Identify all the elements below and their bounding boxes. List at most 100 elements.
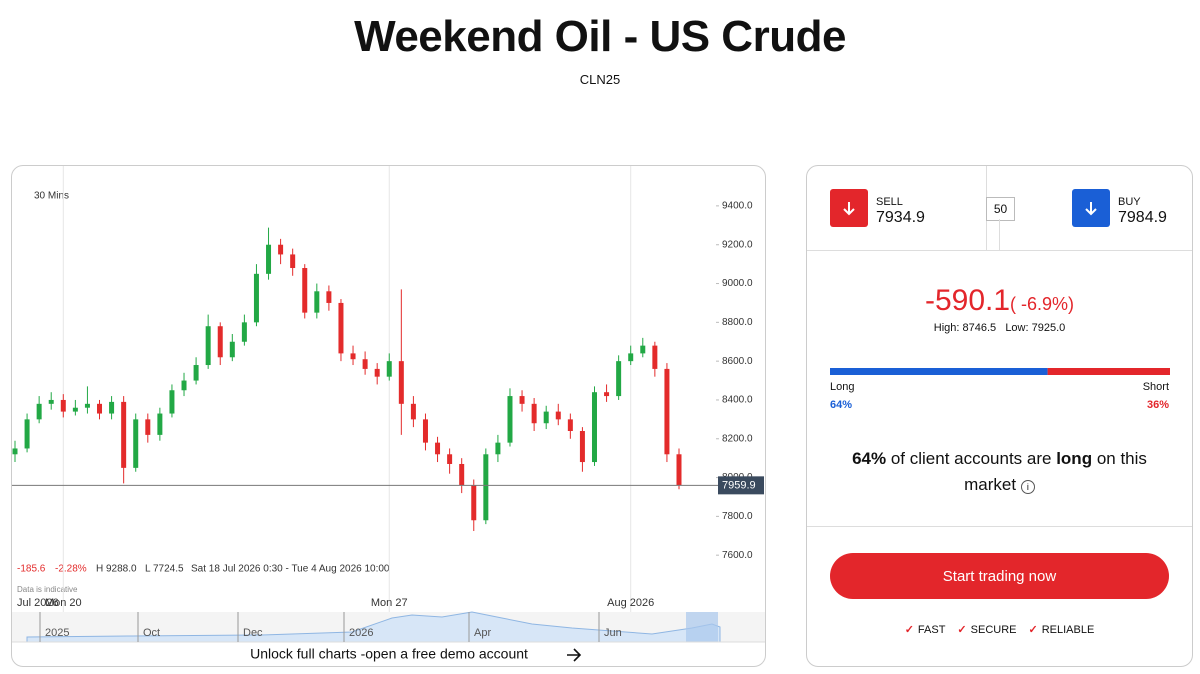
candle-body <box>652 345 658 369</box>
navigator-label: Dec <box>243 627 263 639</box>
candle-body <box>338 302 344 354</box>
candle-body <box>628 353 634 362</box>
candle-body <box>314 291 320 313</box>
cta-button[interactable]: Start trading now <box>830 553 1169 599</box>
candle-body <box>266 244 272 274</box>
buy-price: 7984.9 <box>1118 209 1167 226</box>
candle-body <box>471 485 477 521</box>
change-value: -590.1 <box>924 284 1011 317</box>
statement-bold: long <box>1056 449 1093 468</box>
data-note: Data is indicative <box>17 585 78 594</box>
short-value: 36% <box>1146 399 1169 411</box>
down-arrow <box>843 202 855 216</box>
chart: 30 Mins -185.6 -2.28% H 9288.0 L 7724.5 Sat … <box>12 166 765 662</box>
x-tick-label: Mon 27 <box>371 597 408 609</box>
features: ✓ FAST ✓ SECURE ✓ RELIABLE <box>807 623 1192 636</box>
short-label: Short <box>1142 381 1169 393</box>
y-tick-label: 8600.0 <box>722 356 753 367</box>
interval-label: 30 Mins <box>34 191 69 202</box>
candle-body <box>193 365 199 381</box>
long-value: 64% <box>830 399 853 411</box>
info-icon[interactable]: i <box>1020 480 1035 494</box>
navigator-label: Apr <box>474 627 491 639</box>
statement-pct: 64% <box>852 449 887 468</box>
y-tick-label: 7600.0 <box>722 550 753 561</box>
candle-body <box>422 419 428 443</box>
page-subtitle: CLN25 <box>579 72 621 87</box>
footer-link[interactable]: Unlock full charts -open a free demo acc… <box>250 646 528 662</box>
candle-body <box>109 401 115 414</box>
candle-body <box>555 411 561 420</box>
y-tick-label: 9000.0 <box>722 278 753 289</box>
check-icon: ✓ <box>904 624 914 636</box>
last-price-label: 7959.9 <box>722 479 756 491</box>
navigator-window[interactable] <box>686 612 718 642</box>
navigator-label: Oct <box>143 627 160 639</box>
x-tick-label: Aug 2026 <box>607 597 654 609</box>
navigator-label: 2026 <box>349 627 373 639</box>
candle-body <box>157 413 163 435</box>
candle-body <box>121 401 127 468</box>
high: High: 8746.5 <box>933 322 997 334</box>
candle-body <box>362 359 368 369</box>
y-tick-label: 9400.0 <box>722 201 753 212</box>
candle-body <box>435 442 441 455</box>
feature-label: RELIABLE <box>1041 624 1095 636</box>
candle-body <box>567 419 573 431</box>
range: High: 8746.5 Low: 7925.0 <box>807 322 1192 334</box>
candle-body <box>507 396 513 443</box>
feature-label: SECURE <box>970 624 1017 636</box>
candle-body <box>616 361 622 397</box>
stat: -2.28% <box>55 564 87 575</box>
feature: ✓ SECURE <box>957 624 1016 636</box>
statement: 64% of client accounts are long on this … <box>837 446 1162 498</box>
stat: -185.6 <box>17 564 46 575</box>
down-arrow <box>1085 202 1097 216</box>
candle-body <box>374 368 380 377</box>
buy-button[interactable] <box>1072 189 1110 227</box>
candle-body <box>410 403 416 420</box>
stat: H 9288.0 <box>96 564 137 575</box>
y-tick-label: 8400.0 <box>722 395 753 406</box>
candle-body <box>543 411 549 424</box>
candle-body <box>326 291 332 303</box>
navigator-area <box>26 611 721 643</box>
candle-body <box>241 322 247 342</box>
stats: -185.6 -2.28% H 9288.0 L 7724.5 Sat 18 Jul 2… <box>17 564 390 575</box>
candle-body <box>229 341 235 358</box>
y-tick-label: 8200.0 <box>722 433 753 444</box>
candle-body <box>519 396 525 404</box>
candle-body <box>302 268 308 313</box>
change: -590.1( -6.9%) <box>807 284 1192 318</box>
spread: 50 <box>986 197 1015 221</box>
candle-body <box>145 419 151 435</box>
y-tick-label: 7800.0 <box>722 511 753 522</box>
candle-body <box>84 403 90 408</box>
check-icon: ✓ <box>957 624 967 636</box>
arrow-icon[interactable] <box>567 648 582 662</box>
candle-body <box>483 454 489 521</box>
candle-body <box>205 326 211 366</box>
statement-text: of client accounts are <box>886 449 1057 468</box>
feature-label: FAST <box>917 624 946 636</box>
divider <box>807 250 1192 251</box>
candle-body <box>217 326 223 358</box>
sep <box>999 219 1000 250</box>
stat: L 7724.5 <box>145 564 184 575</box>
candle-body <box>181 380 187 391</box>
long-label: Long <box>830 381 855 393</box>
last-price-box <box>718 476 764 495</box>
x-tick-label: Mon 20 <box>45 597 82 609</box>
candle-body <box>60 399 66 412</box>
sentiment-segment <box>830 368 1048 375</box>
candle-body <box>447 454 453 464</box>
candle-body <box>591 392 597 463</box>
check-icon: ✓ <box>1028 624 1038 636</box>
feature: ✓ FAST <box>905 624 946 636</box>
candle-body <box>350 353 356 360</box>
candle-body <box>48 399 54 404</box>
candle-body <box>459 463 465 486</box>
sell-button[interactable] <box>830 189 868 227</box>
candle-body <box>72 407 78 412</box>
